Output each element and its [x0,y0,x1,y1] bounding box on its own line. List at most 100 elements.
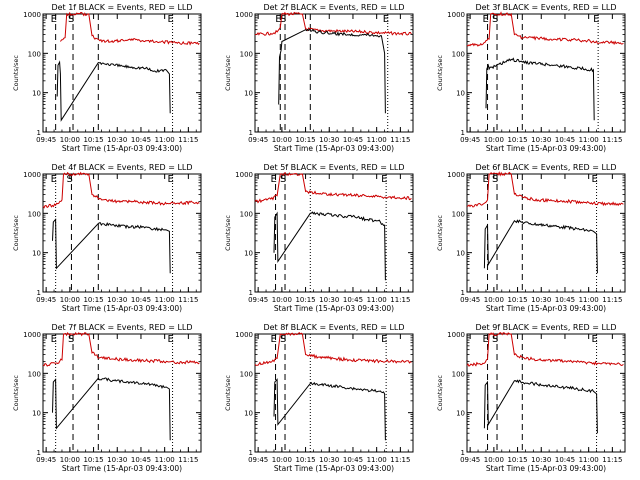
chart-title: Det 1f BLACK = Events, RED = LLD [51,3,192,12]
chart-panel-1: Det 1f BLACK = Events, RED = LLD 1 10 100 10… [12,3,202,153]
chart-title: Det 8f BLACK = Events, RED = LLD [263,323,404,332]
x-tick-label: 11:15 [178,296,198,304]
x-tick-label: 10:45 [131,456,151,464]
x-tick-label: 10:15 [83,136,103,144]
x-tick-label: 11:15 [390,136,410,144]
y-tick-label: 10 [244,250,253,258]
series-events-line [56,60,171,122]
x-tick-label: 10:00 [60,136,80,144]
marker-label: E [381,174,387,185]
y-axis-label: Counts/sec [436,375,444,411]
y-tick-label: 10 [244,410,253,418]
y-tick-label: 1000 [23,11,41,19]
chart-title: Det 3f BLACK = Events, RED = LLD [475,3,616,12]
chart-title: Det 9f BLACK = Events, RED = LLD [475,323,616,332]
y-tick-label: 1000 [447,11,465,19]
marker-label: E [51,334,57,345]
x-tick-label: 11:00 [367,136,387,144]
y-tick-label: 1 [461,289,465,297]
y-tick-label: 1000 [235,11,253,19]
marker-label: S [492,334,498,345]
y-tick-label: 100 [452,50,465,58]
x-tick-label: 10:45 [555,456,575,464]
x-tick-label: 10:00 [272,136,292,144]
marker-label: S [280,334,286,345]
y-tick-label: 10 [456,90,465,98]
marker-label: E [381,334,387,345]
x-tick-label: 11:00 [155,296,175,304]
x-axis-label: Start Time (15-Apr-03 09:43:00) [486,304,606,313]
y-tick-label: 1 [461,129,465,137]
plot-frame [466,333,626,453]
y-tick-label: 100 [452,370,465,378]
y-tick-label: 1 [37,129,41,137]
y-tick-label: 100 [240,210,253,218]
x-tick-label: 10:45 [131,296,151,304]
series-events-line [278,28,386,114]
y-axis-label: Counts/sec [224,55,232,91]
x-axis-label: Start Time (15-Apr-03 09:43:00) [62,304,182,313]
series-lld-line [254,11,412,36]
x-tick-label: 10:30 [531,136,551,144]
x-tick-label: 10:30 [531,296,551,304]
series-events-line [485,57,595,121]
x-tick-label: 11:15 [390,456,410,464]
y-axis-label: Counts/sec [224,375,232,411]
x-tick-label: 10:30 [319,136,339,144]
x-axis-label: Start Time (15-Apr-03 09:43:00) [486,144,606,153]
plot-frame [254,173,414,293]
x-tick-label: 11:15 [178,456,198,464]
marker-label: S [66,174,72,185]
y-tick-label: 100 [28,210,41,218]
x-tick-label: 10:00 [272,456,292,464]
marker-label: S [68,14,74,25]
x-axis-label: Start Time (15-Apr-03 09:43:00) [62,464,182,473]
x-tick-label: 10:45 [343,296,363,304]
marker-label: E [592,174,598,185]
y-axis-label: Counts/sec [436,55,444,91]
y-tick-label: 1000 [447,331,465,339]
marker-label: E [168,14,174,25]
x-tick-label: 10:45 [555,296,575,304]
marker-label: E [592,334,598,345]
marker-label: S [492,14,498,25]
x-tick-label: 09:45 [460,136,480,144]
chart-title: Det 2f BLACK = Events, RED = LLD [263,3,404,12]
marker-label: E [271,174,277,185]
plot-frame [42,13,202,133]
series-lld-line [466,11,624,47]
series-lld-line [254,172,412,204]
x-tick-label: 10:30 [107,296,127,304]
y-tick-label: 1000 [235,171,253,179]
x-axis-label: Start Time (15-Apr-03 09:43:00) [274,464,394,473]
x-tick-label: 09:45 [248,456,268,464]
x-tick-label: 10:15 [295,456,315,464]
marker-label: E [383,14,389,25]
x-tick-label: 11:00 [579,296,599,304]
chart-panel-4: Det 4f BLACK = Events, RED = LLD 1 10 100 10… [12,163,202,313]
marker-label: E [275,14,281,25]
y-axis-label: Counts/sec [12,55,20,91]
series-lld-line [42,171,200,209]
series-lld-line [466,171,624,208]
x-tick-label: 10:15 [507,296,527,304]
y-tick-label: 1000 [235,331,253,339]
y-tick-label: 10 [32,410,41,418]
marker-label: S [280,14,286,25]
y-axis-label: Counts/sec [12,215,20,251]
y-tick-label: 100 [240,370,253,378]
y-tick-label: 1000 [23,331,41,339]
chart-panel-7: Det 7f BLACK = Events, RED = LLD 1 10 100 10… [12,323,202,473]
x-tick-label: 11:15 [602,456,622,464]
plot-frame [42,333,202,453]
x-tick-label: 10:15 [507,456,527,464]
x-tick-label: 10:30 [107,456,127,464]
plot-frame [466,13,626,133]
y-tick-label: 1 [249,289,253,297]
x-tick-label: 09:45 [36,456,56,464]
x-tick-label: 10:00 [484,136,504,144]
chart-title: Det 5f BLACK = Events, RED = LLD [263,163,404,172]
x-tick-label: 11:15 [602,136,622,144]
x-axis-label: Start Time (15-Apr-03 09:43:00) [274,304,394,313]
